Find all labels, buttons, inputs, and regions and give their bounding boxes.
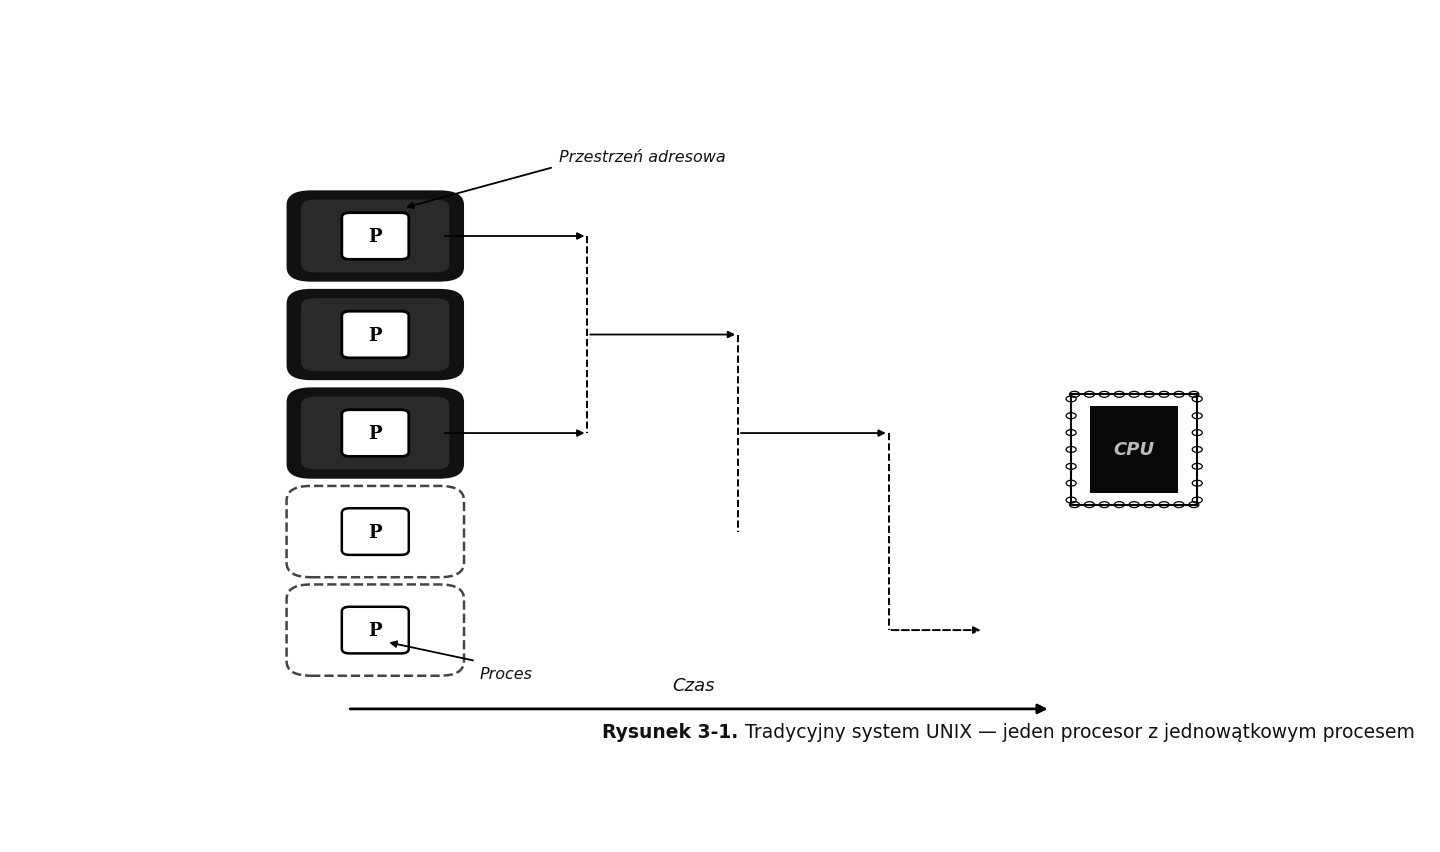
FancyBboxPatch shape bbox=[287, 584, 464, 676]
Text: Proces: Proces bbox=[480, 666, 533, 682]
Text: P: P bbox=[369, 621, 382, 639]
Text: Tradycyjny system UNIX — jeden procesor z jednowątkowym procesem: Tradycyjny system UNIX — jeden procesor … bbox=[739, 722, 1416, 741]
FancyBboxPatch shape bbox=[301, 397, 449, 470]
Text: P: P bbox=[369, 523, 382, 541]
FancyBboxPatch shape bbox=[341, 607, 409, 653]
FancyBboxPatch shape bbox=[341, 411, 409, 457]
FancyBboxPatch shape bbox=[287, 486, 464, 578]
FancyBboxPatch shape bbox=[1090, 406, 1178, 493]
Text: CPU: CPU bbox=[1113, 441, 1155, 459]
FancyBboxPatch shape bbox=[287, 191, 464, 282]
Text: Rysunek 3-1.: Rysunek 3-1. bbox=[602, 722, 739, 741]
FancyBboxPatch shape bbox=[341, 214, 409, 260]
FancyBboxPatch shape bbox=[287, 388, 464, 479]
Text: P: P bbox=[369, 326, 382, 344]
Text: P: P bbox=[369, 227, 382, 245]
FancyBboxPatch shape bbox=[1071, 394, 1197, 505]
FancyBboxPatch shape bbox=[301, 200, 449, 273]
Text: P: P bbox=[369, 424, 382, 442]
Text: Przestrzeń adresowa: Przestrzeń adresowa bbox=[560, 150, 726, 164]
Text: Czas: Czas bbox=[672, 676, 714, 694]
FancyBboxPatch shape bbox=[341, 312, 409, 359]
FancyBboxPatch shape bbox=[301, 299, 449, 371]
FancyBboxPatch shape bbox=[341, 509, 409, 556]
FancyBboxPatch shape bbox=[287, 290, 464, 381]
